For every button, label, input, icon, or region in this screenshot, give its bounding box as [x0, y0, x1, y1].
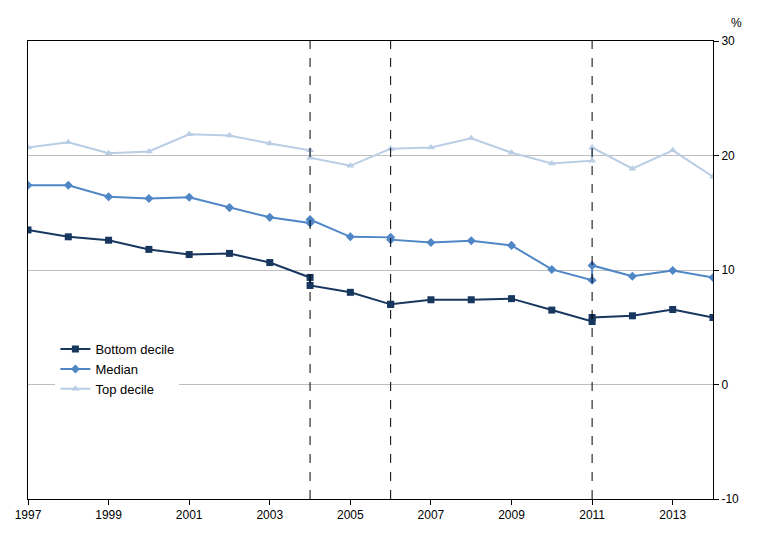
svg-text:-10: -10 [721, 492, 739, 506]
svg-text:0: 0 [721, 378, 728, 392]
svg-text:30: 30 [721, 34, 735, 48]
svg-text:2009: 2009 [498, 508, 525, 522]
svg-text:Top decile: Top decile [95, 382, 154, 397]
svg-text:1997: 1997 [15, 508, 42, 522]
svg-text:2003: 2003 [256, 508, 283, 522]
svg-text:%: % [731, 16, 742, 30]
svg-text:Median: Median [95, 362, 138, 377]
svg-text:2011: 2011 [579, 508, 605, 522]
svg-text:Bottom decile: Bottom decile [95, 342, 174, 357]
svg-text:2013: 2013 [659, 508, 686, 522]
svg-text:2005: 2005 [337, 508, 364, 522]
svg-text:10: 10 [721, 263, 735, 277]
svg-text:2007: 2007 [418, 508, 445, 522]
svg-text:20: 20 [721, 149, 735, 163]
svg-text:1999: 1999 [95, 508, 122, 522]
svg-text:2001: 2001 [176, 508, 203, 522]
